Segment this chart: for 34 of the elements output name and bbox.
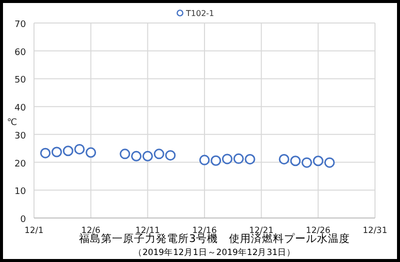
point — [120, 148, 130, 160]
y-tick-label: 30 — [14, 131, 26, 142]
y-tick-label: 50 — [14, 76, 26, 86]
y-tick-label: 20 — [14, 159, 26, 170]
point — [222, 154, 232, 164]
y-tick-label: 60 — [14, 48, 26, 58]
point — [51, 146, 62, 158]
y-tick-label: 40 — [14, 104, 26, 114]
point — [199, 154, 210, 166]
point — [312, 156, 324, 166]
point — [324, 157, 335, 168]
point — [62, 146, 74, 156]
text: 福島第一原子力発電所3号機 使用済燃料プール水温度 — [79, 232, 350, 245]
x-tick-label: 12/1 — [24, 226, 44, 236]
y-tick-label: 0 — [20, 215, 26, 225]
point — [278, 154, 290, 164]
point — [290, 156, 301, 166]
point — [154, 148, 164, 160]
point — [244, 154, 256, 164]
y-tick-label: 10 — [14, 187, 26, 198]
point — [210, 155, 222, 166]
point — [302, 157, 312, 168]
y-tick-label: 70 — [14, 20, 26, 30]
point — [131, 150, 142, 162]
legend-label: T102-1 — [185, 9, 214, 18]
text: （2019年12月1日～2019年12月31日） — [133, 247, 296, 258]
point — [86, 147, 96, 158]
y-axis-title: ℃ — [7, 118, 18, 128]
point — [165, 150, 176, 161]
point — [40, 148, 51, 158]
point — [74, 144, 85, 154]
x-tick-label: 12/31 — [362, 226, 388, 236]
point — [142, 150, 153, 162]
point — [233, 153, 244, 164]
